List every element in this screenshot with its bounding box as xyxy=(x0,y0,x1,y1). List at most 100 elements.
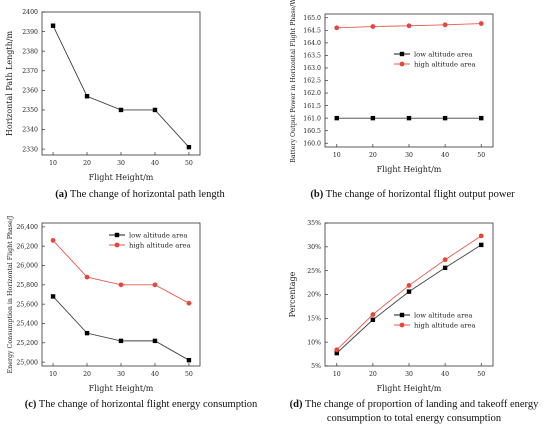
legend: low altitude area high altitude area xyxy=(394,50,476,68)
legend-marker xyxy=(399,322,405,328)
data-point xyxy=(370,24,376,29)
x-tick-label: 40 xyxy=(151,371,159,378)
y-axis-label: Energy Consumption in Horizontal Flight … xyxy=(7,215,14,373)
x-axis-label: Flight Height/m xyxy=(89,173,154,182)
data-point xyxy=(84,274,90,280)
data-point xyxy=(370,317,376,322)
x-tick-label: 10 xyxy=(49,371,57,378)
legend-marker xyxy=(399,61,405,67)
data-point xyxy=(186,300,192,306)
data-point xyxy=(186,144,192,150)
x-axis-label: Flight Height/m xyxy=(377,165,442,174)
y-tick-label: 162.0 xyxy=(303,90,321,97)
data-point xyxy=(118,282,124,288)
y-axis-label: Percentage xyxy=(288,271,297,317)
x-tick-label: 10 xyxy=(333,371,341,378)
legend-label: high altitude area xyxy=(414,60,476,68)
y-tick-label: 161.5 xyxy=(303,103,321,110)
y-tick-label: 25,200 xyxy=(16,340,38,347)
series-line xyxy=(52,240,190,304)
y-tick-label: 35% xyxy=(307,220,321,227)
data-point xyxy=(152,107,158,113)
x-tick-label: 30 xyxy=(405,152,413,159)
legend-label: high altitude area xyxy=(414,321,476,329)
y-tick-label: 164.0 xyxy=(303,40,321,47)
data-point xyxy=(152,282,158,288)
data-point xyxy=(442,257,448,263)
y-tick-label: 162.5 xyxy=(303,78,321,85)
data-point xyxy=(118,107,124,113)
legend: low altitude area high altitude area xyxy=(109,231,191,249)
data-point xyxy=(334,25,340,31)
data-point xyxy=(406,23,412,29)
data-point xyxy=(406,283,412,288)
data-point xyxy=(442,22,448,28)
x-tick-label: 50 xyxy=(477,152,485,159)
y-tick-label: 5% xyxy=(311,363,321,370)
y-axis-label: Horizontal Path Length/m xyxy=(5,31,14,137)
legend-marker xyxy=(114,232,120,238)
data-point xyxy=(478,233,484,239)
legend-label: low altitude area xyxy=(414,311,472,319)
data-point xyxy=(84,330,90,336)
legend-marker xyxy=(399,51,405,57)
x-axis-label: Flight Height/m xyxy=(377,384,442,393)
y-tick-label: 160.5 xyxy=(303,128,321,135)
y-tick-label: 26,200 xyxy=(16,243,38,250)
y-tick-label: 15% xyxy=(307,316,321,323)
x-tick-label: 20 xyxy=(83,160,91,167)
series-line xyxy=(336,244,482,354)
data-point xyxy=(84,94,90,99)
y-tick-label: 20% xyxy=(307,292,321,299)
x-tick-label: 40 xyxy=(441,371,449,378)
legend-label: low altitude area xyxy=(129,231,187,239)
data-point xyxy=(406,115,412,121)
y-tick-label: 2370 xyxy=(22,68,38,75)
y-tick-label: 25,000 xyxy=(16,359,38,366)
caption-c: (c) The change of horizontal flight ener… xyxy=(24,399,258,410)
data-point xyxy=(152,338,158,344)
x-tick-label: 40 xyxy=(151,160,159,167)
x-tick-label: 30 xyxy=(117,371,125,378)
caption-d: (d) The change of proportion of landing … xyxy=(289,399,539,424)
x-tick-label: 30 xyxy=(405,371,413,378)
y-tick-label: 160.0 xyxy=(303,140,321,147)
data-point xyxy=(479,115,484,121)
data-point xyxy=(406,289,412,294)
x-tick-label: 20 xyxy=(369,152,377,159)
y-tick-label: 163.0 xyxy=(303,65,321,72)
x-tick-label: 50 xyxy=(185,160,193,167)
x-tick-label: 50 xyxy=(477,371,485,378)
y-tick-label: 2350 xyxy=(22,107,38,114)
y-tick-label: 2340 xyxy=(22,127,38,134)
y-tick-label: 26,400 xyxy=(16,224,38,231)
data-point xyxy=(334,347,340,353)
caption-b: (b) The change of horizontal flight outp… xyxy=(310,189,515,200)
y-tick-label: 26,000 xyxy=(16,263,38,270)
caption-a: (a) The change of horizontal path length xyxy=(55,189,225,200)
chart-1: 2330 2340 2350 2360 2370 2380 2390 2400 10 20 30 40… xyxy=(5,9,201,182)
series-line xyxy=(52,296,190,361)
x-tick-label: 30 xyxy=(117,160,125,167)
legend-label: high altitude area xyxy=(129,241,191,249)
y-tick-label: 2400 xyxy=(22,9,38,16)
legend-label: low altitude area xyxy=(414,50,472,58)
data-point xyxy=(478,21,484,26)
data-point xyxy=(50,294,56,299)
chart-2: 160.0 160.5 161.0 161.5 162.0 162.5 163.0 163.5… xyxy=(290,0,494,174)
y-tick-label: 25,600 xyxy=(16,301,38,308)
y-tick-label: 163.5 xyxy=(303,53,321,60)
y-tick-label: 25,800 xyxy=(16,282,38,289)
legend-marker xyxy=(399,312,405,318)
y-tick-label: 25% xyxy=(307,268,321,275)
legend: low altitude area high altitude area xyxy=(394,311,476,329)
data-point xyxy=(370,312,376,317)
data-point xyxy=(186,358,192,363)
x-tick-label: 40 xyxy=(441,152,449,159)
chart-4: 5% 10% 15% 20% 25% 30% 35% 10 20 30 40 50 Flight Hei… xyxy=(288,220,494,393)
chart-3: 25,000 25,200 25,400 25,600 25,800 26,000 26,2… xyxy=(7,215,201,393)
x-tick-label: 20 xyxy=(369,371,377,378)
data-point xyxy=(118,338,124,344)
